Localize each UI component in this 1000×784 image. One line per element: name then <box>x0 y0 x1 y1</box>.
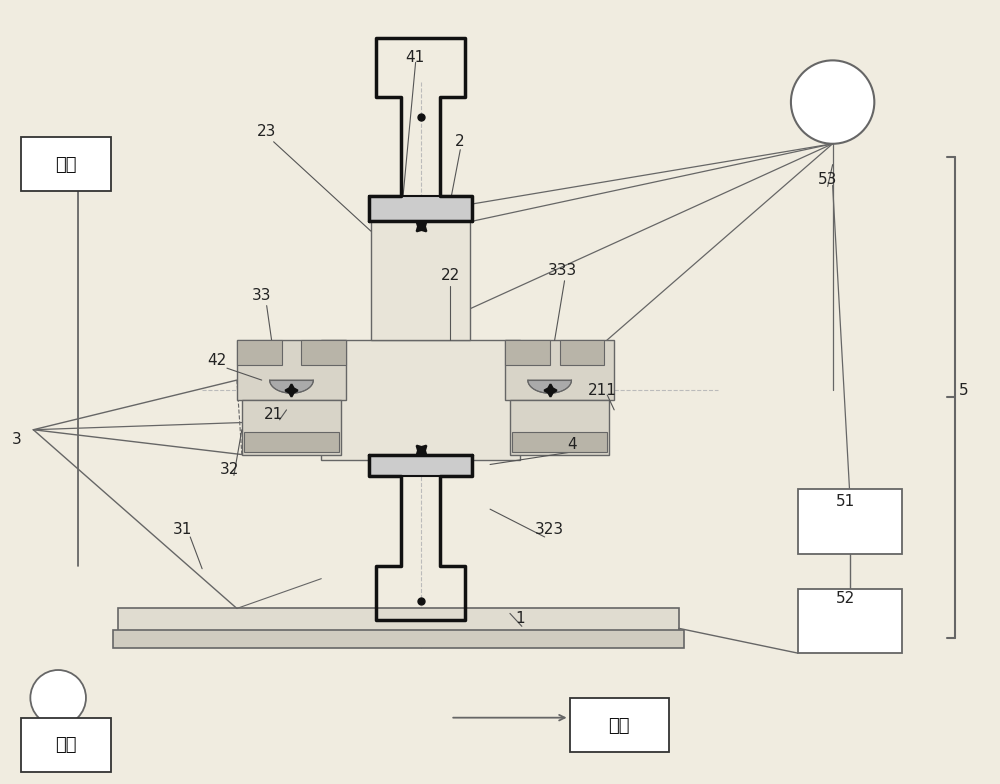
Text: 21: 21 <box>264 408 283 423</box>
Circle shape <box>30 670 86 726</box>
Bar <box>371 201 470 340</box>
Text: 垂向: 垂向 <box>55 155 77 173</box>
Bar <box>237 340 346 400</box>
Text: 32: 32 <box>220 462 239 477</box>
Bar <box>798 589 902 653</box>
Bar <box>505 340 550 365</box>
Text: 纵向: 纵向 <box>55 736 77 754</box>
Circle shape <box>791 60 874 143</box>
Text: 5: 5 <box>959 383 968 397</box>
Bar <box>512 432 607 452</box>
Text: 211: 211 <box>587 383 616 397</box>
Bar <box>301 340 346 365</box>
Bar <box>237 340 282 365</box>
Text: 2: 2 <box>455 134 465 149</box>
Text: 33: 33 <box>252 289 271 303</box>
Text: 51: 51 <box>836 494 855 509</box>
Text: 42: 42 <box>207 353 226 368</box>
Bar <box>113 630 684 648</box>
Bar <box>321 340 520 459</box>
Text: 52: 52 <box>836 591 855 606</box>
Text: 323: 323 <box>535 521 564 536</box>
Bar <box>242 400 341 455</box>
Bar <box>570 698 669 753</box>
Text: 41: 41 <box>406 50 425 65</box>
Bar <box>505 340 614 400</box>
Text: 22: 22 <box>440 268 460 283</box>
Text: 53: 53 <box>818 172 837 187</box>
Text: 横向: 横向 <box>608 717 630 735</box>
Bar <box>510 400 609 455</box>
Bar <box>369 455 472 477</box>
Polygon shape <box>528 380 571 394</box>
Text: 4: 4 <box>568 437 577 452</box>
Bar <box>369 197 472 221</box>
Text: 3: 3 <box>11 432 21 447</box>
Text: 31: 31 <box>172 521 192 536</box>
Bar <box>118 608 679 638</box>
Bar <box>244 432 339 452</box>
Bar <box>21 717 111 772</box>
Polygon shape <box>270 380 313 394</box>
Bar <box>21 137 111 191</box>
Text: 23: 23 <box>257 125 276 140</box>
Text: 1: 1 <box>515 611 525 626</box>
Bar <box>798 489 902 554</box>
Bar <box>560 340 604 365</box>
Text: 333: 333 <box>548 263 577 278</box>
